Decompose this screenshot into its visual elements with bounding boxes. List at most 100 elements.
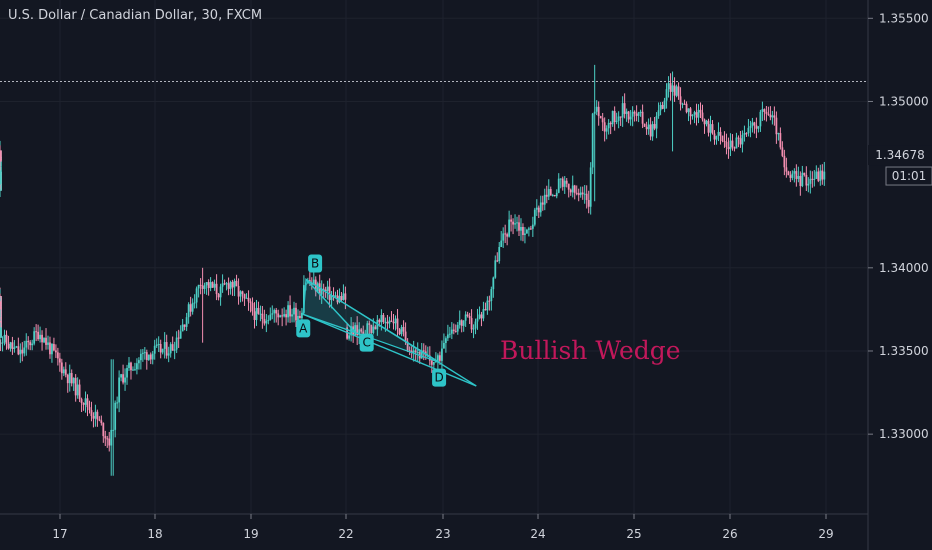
candle-body bbox=[464, 314, 467, 321]
candle-body bbox=[607, 122, 610, 129]
candle-body bbox=[617, 116, 620, 121]
candle-body bbox=[185, 317, 188, 327]
candle-body bbox=[771, 115, 774, 118]
candle-body bbox=[761, 109, 764, 112]
candle-body bbox=[0, 158, 2, 162]
candle-body bbox=[725, 141, 728, 147]
candle-body bbox=[753, 122, 756, 126]
candle-body bbox=[368, 323, 371, 325]
candle-body bbox=[0, 342, 2, 344]
candle-body bbox=[508, 219, 511, 237]
candle-body bbox=[354, 325, 357, 336]
candle-body bbox=[219, 286, 222, 298]
time-tick-label: 25 bbox=[626, 527, 641, 541]
candle-body bbox=[318, 283, 321, 295]
candle-body bbox=[189, 304, 192, 312]
candle-body bbox=[520, 227, 522, 231]
candle-body bbox=[289, 305, 291, 317]
candle-body bbox=[603, 122, 606, 132]
candle-body bbox=[86, 398, 89, 408]
candle-body bbox=[165, 342, 168, 356]
candle-body bbox=[579, 192, 582, 196]
candle-body bbox=[19, 349, 22, 355]
candle-body bbox=[273, 310, 276, 314]
pattern-point-marker bbox=[296, 319, 311, 338]
candle-body bbox=[396, 318, 399, 330]
candle-body bbox=[338, 296, 341, 303]
candle-body bbox=[249, 301, 252, 304]
candle-body bbox=[412, 350, 415, 353]
candle-body bbox=[539, 202, 542, 213]
time-axis[interactable]: 17 18 19 22 23 24 25 26 29 bbox=[0, 513, 868, 541]
candle-body bbox=[217, 294, 220, 298]
candle-body bbox=[239, 291, 242, 297]
candle-body bbox=[506, 234, 509, 237]
candle-body bbox=[667, 83, 670, 90]
candle-body bbox=[386, 321, 389, 324]
pattern-point-label: C bbox=[363, 336, 371, 350]
candle-body bbox=[565, 180, 568, 184]
candle-body bbox=[575, 192, 578, 194]
candle-body bbox=[33, 331, 36, 344]
candle-body bbox=[819, 170, 822, 181]
candle-body bbox=[157, 343, 160, 345]
candle-body bbox=[279, 315, 282, 318]
candle-body bbox=[145, 352, 148, 360]
candle-body bbox=[446, 334, 449, 339]
candle-body bbox=[635, 113, 638, 116]
candle-body bbox=[767, 113, 770, 115]
candle-body bbox=[496, 260, 499, 262]
candle-body bbox=[265, 320, 268, 324]
candle-body bbox=[621, 103, 624, 118]
candle-body bbox=[813, 178, 816, 180]
candle-body bbox=[191, 303, 194, 312]
candle-body bbox=[484, 309, 487, 311]
candle-body bbox=[390, 320, 393, 322]
candle-body bbox=[454, 330, 457, 332]
candle-body bbox=[623, 103, 626, 114]
candle-body bbox=[17, 346, 20, 355]
candle-body bbox=[755, 125, 758, 129]
candle-body bbox=[47, 342, 49, 345]
candle-body bbox=[149, 354, 152, 360]
candle-body bbox=[458, 320, 461, 326]
candle-body bbox=[595, 106, 598, 112]
candle-body bbox=[705, 120, 708, 125]
candle-body bbox=[709, 124, 712, 133]
candle-body bbox=[312, 279, 315, 285]
candle-body bbox=[0, 158, 2, 167]
candle-body bbox=[474, 321, 477, 329]
pattern-point-label: D bbox=[434, 371, 443, 385]
candle-body bbox=[21, 349, 24, 354]
candle-body bbox=[657, 110, 660, 117]
price-axis[interactable]: 1.33000 1.33500 1.34000 1.35000 1.35500 bbox=[867, 0, 929, 550]
candle-body bbox=[581, 192, 584, 195]
candle-body bbox=[460, 320, 463, 326]
candle-body bbox=[733, 147, 736, 149]
price-tick-label: 1.33500 bbox=[879, 344, 929, 358]
candle-body bbox=[683, 103, 686, 105]
candle-body bbox=[271, 313, 274, 315]
candle-body bbox=[126, 367, 128, 378]
candle-body bbox=[717, 131, 720, 137]
candle-body bbox=[639, 111, 642, 113]
candle-body bbox=[1, 342, 4, 344]
candle-body bbox=[247, 297, 250, 302]
candle-body bbox=[697, 109, 700, 118]
bullish-wedge-pattern[interactable]: A B C D bbox=[296, 254, 477, 387]
candle-body bbox=[721, 135, 724, 141]
candle-body bbox=[731, 140, 734, 148]
candle-body bbox=[380, 315, 383, 323]
candle-body bbox=[502, 233, 505, 241]
candle-body bbox=[291, 314, 293, 317]
candle-body bbox=[599, 116, 602, 119]
candle-body bbox=[82, 403, 85, 405]
candle-body bbox=[514, 223, 516, 225]
time-tick-label: 17 bbox=[52, 527, 67, 541]
candle-body bbox=[611, 110, 614, 125]
candle-body bbox=[711, 124, 714, 134]
candle-body bbox=[410, 350, 413, 353]
candle-body bbox=[613, 110, 616, 122]
